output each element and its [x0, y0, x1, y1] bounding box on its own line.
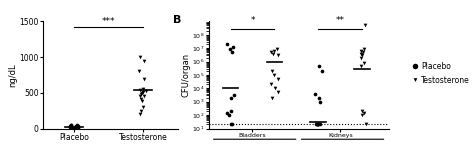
Point	[312, 92, 319, 95]
Point	[139, 87, 147, 90]
Point	[136, 94, 144, 97]
Point	[360, 112, 368, 114]
Point	[72, 125, 79, 128]
Point	[357, 56, 365, 59]
Point	[66, 126, 74, 128]
Point	[226, 48, 234, 51]
Point	[67, 126, 75, 129]
Point	[314, 123, 322, 126]
Point	[138, 92, 146, 94]
Point	[73, 124, 81, 127]
Point	[67, 126, 75, 129]
Point	[137, 89, 144, 91]
Point	[359, 51, 367, 53]
Point	[316, 123, 324, 126]
Point	[269, 52, 276, 55]
Point	[223, 112, 231, 114]
Point	[274, 91, 282, 94]
Point	[318, 70, 326, 72]
Point	[140, 77, 148, 80]
Point	[68, 124, 75, 126]
Point	[312, 123, 320, 126]
Point	[74, 124, 82, 127]
Point	[135, 70, 143, 73]
Point	[362, 123, 369, 126]
Point	[139, 91, 146, 93]
Text: B: B	[173, 15, 181, 25]
Point	[139, 100, 146, 103]
Y-axis label: CFU/organ: CFU/organ	[182, 53, 191, 97]
Point	[139, 106, 147, 108]
Point	[358, 54, 366, 56]
Point	[71, 125, 79, 128]
Point	[225, 114, 232, 116]
Point	[361, 24, 369, 27]
Point	[274, 78, 282, 80]
Point	[137, 93, 145, 95]
Point	[229, 46, 237, 48]
Point	[361, 48, 368, 51]
Point	[313, 123, 321, 126]
Point	[73, 125, 81, 128]
Point	[273, 48, 281, 51]
Point	[268, 70, 276, 72]
Point	[270, 50, 277, 52]
Point	[136, 56, 144, 58]
Text: **: **	[336, 16, 345, 25]
Point	[137, 97, 145, 100]
Text: ***: ***	[102, 17, 115, 26]
Point	[317, 101, 324, 103]
Point	[315, 123, 322, 126]
Point	[69, 127, 77, 129]
Point	[314, 123, 321, 126]
Point	[272, 87, 279, 90]
Point	[227, 110, 234, 112]
Point	[274, 54, 282, 56]
Point	[71, 126, 78, 129]
Point	[358, 114, 365, 116]
Point	[142, 90, 150, 93]
Text: *: *	[250, 16, 255, 25]
Point	[227, 123, 234, 126]
Point	[270, 74, 278, 76]
Point	[223, 43, 231, 45]
Point	[357, 52, 365, 55]
Point	[314, 123, 322, 126]
Point	[228, 123, 236, 126]
Point	[315, 97, 322, 99]
Point	[360, 62, 367, 64]
Y-axis label: ng/dL: ng/dL	[9, 63, 18, 87]
Point	[227, 97, 235, 99]
Point	[140, 60, 148, 62]
Point	[140, 95, 148, 98]
Point	[230, 94, 238, 97]
Point	[72, 127, 80, 129]
Point	[267, 83, 274, 86]
Point	[74, 127, 82, 129]
Point	[358, 110, 366, 112]
Point	[269, 97, 276, 99]
Point	[67, 123, 75, 126]
Point	[315, 64, 323, 67]
Point	[228, 51, 236, 53]
Point	[267, 51, 275, 53]
Legend: Placebo, Testosterone: Placebo, Testosterone	[411, 62, 470, 85]
Point	[357, 50, 365, 52]
Point	[357, 64, 365, 67]
Point	[136, 113, 144, 116]
Point	[66, 125, 73, 127]
Point	[137, 109, 145, 112]
